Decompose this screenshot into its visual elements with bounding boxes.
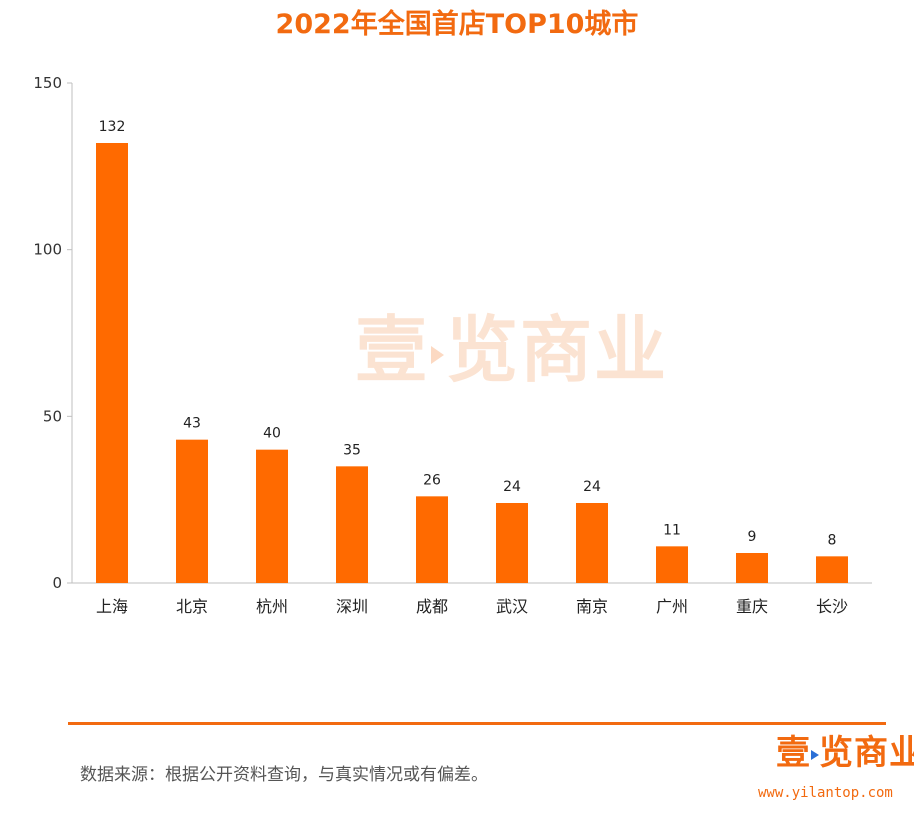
website-url: www.yilantop.com bbox=[758, 785, 893, 801]
play-icon bbox=[431, 346, 445, 365]
bar bbox=[96, 143, 128, 583]
data-label: 40 bbox=[263, 426, 281, 442]
data-label: 132 bbox=[99, 119, 126, 135]
bar bbox=[336, 466, 368, 583]
x-tick-label: 深圳 bbox=[336, 597, 368, 616]
chart-title: 2022年全国首店TOP10城市 bbox=[275, 9, 639, 40]
y-tick-label: 150 bbox=[33, 74, 62, 92]
x-tick-label: 杭州 bbox=[256, 597, 288, 616]
bar bbox=[736, 553, 768, 583]
data-source-note: 数据来源：根据公开资料查询，与真实情况或有偏差。 bbox=[80, 765, 488, 785]
bar bbox=[576, 503, 608, 583]
x-tick-label: 北京 bbox=[176, 597, 208, 616]
x-tick-label: 重庆 bbox=[736, 597, 768, 616]
logo-text-2: 览商业 bbox=[819, 733, 914, 773]
x-tick-label: 成都 bbox=[416, 597, 448, 616]
data-label: 8 bbox=[828, 532, 837, 548]
data-label: 35 bbox=[343, 442, 361, 458]
x-tick-label: 长沙 bbox=[816, 597, 848, 616]
x-tick-label: 南京 bbox=[576, 597, 608, 616]
y-tick-label: 100 bbox=[33, 241, 62, 259]
data-label: 24 bbox=[503, 479, 521, 495]
bar bbox=[816, 556, 848, 583]
bar bbox=[176, 439, 208, 583]
data-label: 26 bbox=[423, 472, 441, 488]
logo-text-1: 壹 bbox=[776, 733, 811, 773]
watermark-text-2: 览商业 bbox=[446, 308, 669, 392]
x-tick-label: 武汉 bbox=[496, 597, 528, 616]
x-tick-label: 上海 bbox=[96, 597, 128, 616]
data-label: 24 bbox=[583, 479, 601, 495]
footer-divider bbox=[68, 722, 886, 725]
bar-chart: 0 50 100 150 132 上海 43 北京 40 杭州 35 深圳 26 成都 24 武汉 24 南京 11… bbox=[33, 74, 872, 616]
y-tick-label: 0 bbox=[52, 574, 62, 592]
data-label: 43 bbox=[183, 416, 201, 432]
bar bbox=[656, 546, 688, 583]
bar bbox=[496, 503, 528, 583]
bar bbox=[256, 449, 288, 583]
watermark: 壹览商业 bbox=[355, 300, 669, 400]
watermark-text-1: 壹 bbox=[355, 308, 430, 392]
bar bbox=[416, 496, 448, 583]
logo-play-icon bbox=[811, 749, 819, 760]
data-label: 11 bbox=[663, 522, 681, 538]
x-tick-label: 广州 bbox=[656, 597, 688, 616]
y-tick-label: 50 bbox=[43, 407, 62, 425]
data-label: 9 bbox=[748, 529, 757, 545]
brand-logo: 壹览商业 bbox=[776, 733, 914, 773]
